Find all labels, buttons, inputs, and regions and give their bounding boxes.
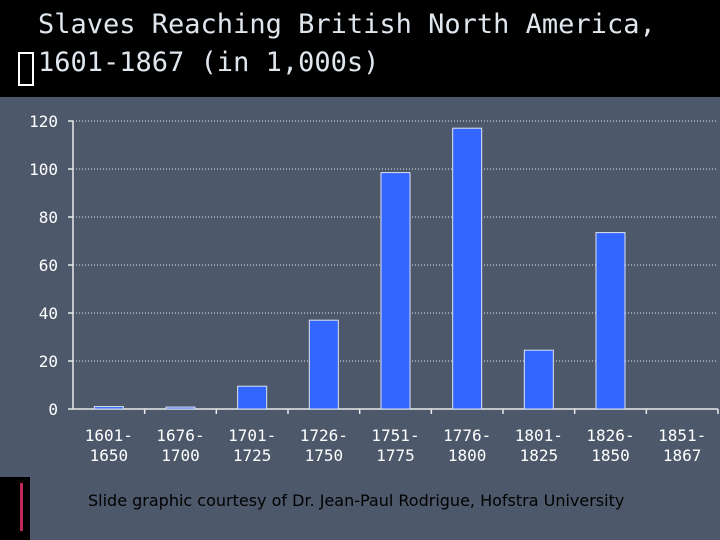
y-tick-label: 40 <box>39 304 58 323</box>
y-tick-label: 0 <box>48 400 58 419</box>
x-tick-label: 1801- <box>515 426 563 445</box>
x-tick-label: 1776- <box>443 426 491 445</box>
x-tick-label: 1867 <box>663 446 702 465</box>
x-tick-label: 1650 <box>90 446 129 465</box>
x-tick-label: 1850 <box>591 446 630 465</box>
x-tick-label: 1826- <box>586 426 634 445</box>
bar <box>237 385 268 410</box>
x-tick-label: 1726- <box>300 426 348 445</box>
x-tick-label: 1775 <box>376 446 415 465</box>
bar <box>165 406 196 410</box>
bar <box>308 319 339 410</box>
y-tick-label: 60 <box>39 256 58 275</box>
x-tick-label: 1676- <box>156 426 204 445</box>
x-tick-label: 1750 <box>305 446 344 465</box>
credit-panel <box>30 477 720 540</box>
accent-box <box>18 52 34 86</box>
slide-title: Slaves Reaching British North America, 1… <box>38 9 656 78</box>
x-tick-label: 1701- <box>228 426 276 445</box>
y-tick-label: 20 <box>39 352 58 371</box>
y-tick-label: 100 <box>29 160 58 179</box>
bar <box>523 349 554 410</box>
x-tick-label: 1751- <box>371 426 419 445</box>
title-bar <box>0 0 720 97</box>
x-tick-label: 1700 <box>161 446 200 465</box>
y-tick-label: 120 <box>29 112 58 131</box>
y-tick-label: 80 <box>39 208 58 227</box>
bar <box>452 127 483 410</box>
bar <box>380 172 411 410</box>
x-tick-label: 1825 <box>520 446 559 465</box>
credit-text: Slide graphic courtesy of Dr. Jean-Paul … <box>88 491 625 510</box>
x-tick-label: 1725 <box>233 446 272 465</box>
bar <box>93 406 124 410</box>
bar-chart: 0204060801001201601-16501676-17001701-17… <box>29 112 719 465</box>
x-tick-label: 1851- <box>658 426 706 445</box>
accent-stripe <box>20 483 23 531</box>
x-tick-label: 1800 <box>448 446 487 465</box>
x-tick-label: 1601- <box>85 426 133 445</box>
bar <box>595 232 626 410</box>
chart-panel: 0 20 40 60 80 100 120 1601- 1650 1676- 1700 1701- 17… <box>0 97 720 477</box>
